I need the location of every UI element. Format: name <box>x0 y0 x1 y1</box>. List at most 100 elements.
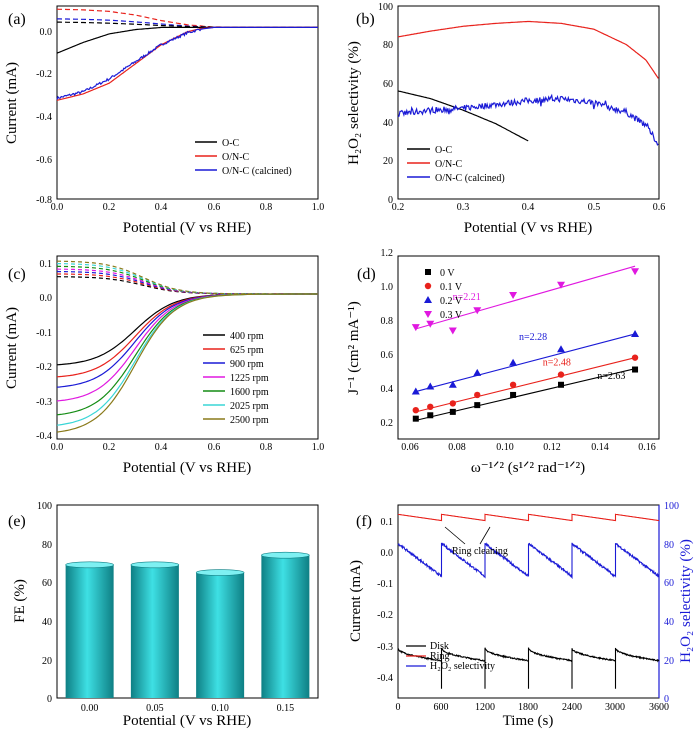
panel-e-ytick: 20 <box>42 656 52 667</box>
panel-f-ytick-right: 20 <box>664 656 674 667</box>
annotation-arrow <box>479 526 491 545</box>
panel-b-ytick: 20 <box>383 156 393 167</box>
ring-curve <box>57 263 318 295</box>
panel-e-ytick: 100 <box>37 501 52 512</box>
panel-a-x-ticks: 0.0 0.2 0.4 0.6 0.8 1.0 <box>51 202 325 213</box>
panel-b-label: (b) <box>356 11 375 28</box>
legend-label: O/N-C (calcined) <box>222 166 292 177</box>
panel-f-ytick-right: 40 <box>664 617 674 628</box>
legend-label: 1225 rpm <box>230 373 269 384</box>
legend-marker <box>424 296 432 303</box>
panel-a-ylabel: Current (mA) <box>4 62 20 144</box>
legend-label: 0.2 V <box>440 296 463 307</box>
panel-f-ytick: 0.0 <box>381 548 394 559</box>
panel-d-frame <box>397 255 660 440</box>
data-point <box>474 402 481 409</box>
panel-c-ytick: -0.1 <box>36 328 52 339</box>
category-tick: 0.10 <box>211 703 229 714</box>
panel-b-xtick: 0.3 <box>457 202 470 213</box>
ring-curve <box>56 8 318 28</box>
panel-d-xtick: 0.14 <box>591 442 609 453</box>
panel-b-xlabel: Potential (V vs RHE) <box>464 220 592 236</box>
data-point <box>473 307 482 315</box>
panel-a-label: (a) <box>8 11 26 28</box>
panel-f-xtick: 1200 <box>475 702 495 713</box>
data-point <box>411 324 420 332</box>
panel-d-ytick: 1.2 <box>381 248 394 259</box>
ring-curve <box>56 268 318 295</box>
panel-d-xtick: 0.16 <box>638 442 656 453</box>
panel-e-y-ticks: 0 20 40 60 80 100 <box>37 501 52 705</box>
panel-b-frame <box>397 5 660 200</box>
panel-e-xlabel: Potential (V vs RHE) <box>123 713 251 729</box>
data-point <box>448 327 457 335</box>
panel-b-ytick: 100 <box>378 2 393 13</box>
panel-f-y-ticks: 0.1 0.0 -0.1 -0.2 -0.3 -0.4 <box>377 517 393 684</box>
panel-a-xtick: 0.0 <box>51 202 64 213</box>
data-point <box>449 408 456 415</box>
legend-label: 1600 rpm <box>230 387 269 398</box>
panel-f-ytick: -0.3 <box>377 642 393 653</box>
selectivity-curve <box>397 93 659 146</box>
panel-f-label: (f) <box>356 513 372 530</box>
data-point <box>448 380 457 388</box>
panel-f-ylabel: Current (mA) <box>348 560 364 642</box>
category-tick: 0.00 <box>81 703 99 714</box>
panel-a-ytick: -0.2 <box>36 69 52 80</box>
panel-f-ylabel-right: H₂O₂ selectivity (%) <box>678 539 694 663</box>
panel-c-frame <box>56 255 319 440</box>
panel-f-y2-ticks: 0 20 40 60 80 100 <box>664 501 679 705</box>
panel-f-curves <box>397 513 660 689</box>
panel-a-xtick: 1.0 <box>312 202 325 213</box>
panel-e-ytick: 40 <box>42 617 52 628</box>
time-series <box>397 647 660 689</box>
legend-label: 0.3 V <box>440 310 463 321</box>
bar-cap <box>261 551 310 559</box>
panel-f-x-ticks: 0 600 1200 1800 2400 3000 3600 <box>396 702 670 713</box>
data-point <box>449 400 457 407</box>
panel-b-ytick: 40 <box>383 118 393 129</box>
bar <box>196 572 245 698</box>
panel-d-plot: n=2.63 n=2.48 n=2.28 n=2.21 <box>411 265 640 422</box>
panel-d-ytick: 0.2 <box>381 418 394 429</box>
panel-f-legend: Disk Ring H₂O₂ selectivity <box>406 641 495 672</box>
bar <box>130 564 179 698</box>
legend-label: 400 rpm <box>230 331 264 342</box>
panel-b-ylabel: H₂O₂ selectivity (%) <box>346 41 362 165</box>
panel-c: (c) 0.0 0.2 0.4 0.6 0.8 1.0 0.1 0.0 -0.1… <box>4 255 324 476</box>
panel-e-ytick: 80 <box>42 540 52 551</box>
data-point <box>557 281 566 289</box>
panel-c-xlabel: Potential (V vs RHE) <box>123 460 251 476</box>
data-point <box>509 358 518 366</box>
panel-f-ytick-right: 100 <box>664 501 679 512</box>
category-tick: 0.05 <box>146 703 164 714</box>
panel-c-xtick: 0.8 <box>260 442 273 453</box>
panel-e-ylabel: FE (%) <box>12 579 28 623</box>
data-point <box>557 345 566 353</box>
panel-c-xtick: 0.4 <box>155 442 168 453</box>
data-point <box>631 268 640 276</box>
panel-b-y-ticks: 0 20 40 60 80 100 <box>378 2 393 206</box>
panel-d-label: (d) <box>357 266 376 283</box>
data-point <box>412 406 419 414</box>
data-point <box>510 391 517 398</box>
ring-curve <box>56 270 318 295</box>
bar-cap <box>195 569 245 576</box>
panel-d-ytick: 1.0 <box>381 282 394 293</box>
legend-label: Disk <box>430 641 449 652</box>
panel-a-ytick: 0.0 <box>40 27 53 38</box>
category-tick: 0.15 <box>277 703 295 714</box>
panel-b-ytick: 0 <box>388 195 393 206</box>
data-point <box>426 382 435 390</box>
disk-curve <box>56 293 318 433</box>
disk-curve <box>56 293 318 388</box>
legend-label: Ring <box>430 651 449 662</box>
disk-curve <box>56 293 318 378</box>
disk-curve <box>56 293 318 402</box>
panel-d-xlabel: ω⁻¹ᐟ² (s¹ᐟ² rad⁻¹ᐟ²) <box>471 460 585 476</box>
panel-e-bars: 0.00 0.05 0.10 0.15 <box>65 551 310 714</box>
panel-f-ytick: -0.4 <box>377 673 393 684</box>
panel-a-frame <box>56 5 319 200</box>
n-label: n=2.28 <box>519 332 547 343</box>
